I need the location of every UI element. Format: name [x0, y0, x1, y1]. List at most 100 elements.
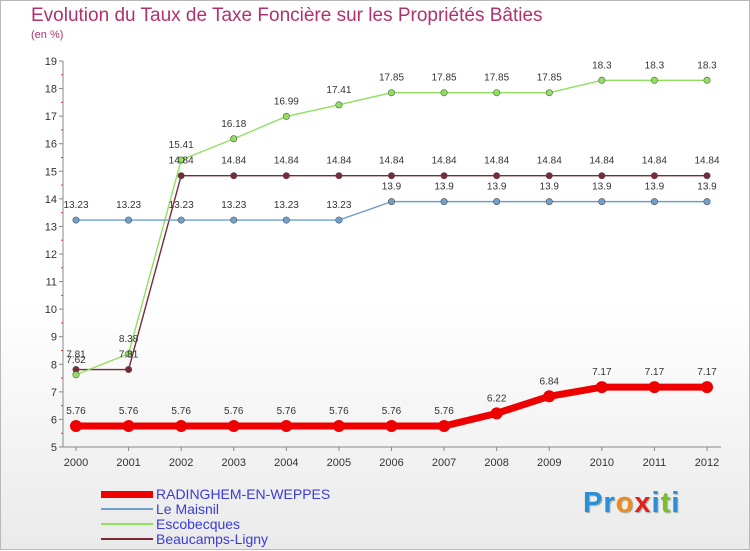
- data-label: 5.76: [382, 406, 402, 417]
- series-layer: [70, 76, 713, 433]
- data-point: [175, 420, 188, 433]
- data-label: 14.84: [221, 156, 246, 167]
- legend-swatch: [101, 490, 153, 498]
- data-point: [230, 172, 238, 180]
- y-tick-label: 16: [45, 139, 57, 151]
- data-point: [387, 198, 395, 206]
- y-tick-label: 7: [51, 387, 57, 399]
- data-point: [125, 350, 133, 358]
- data-point: [438, 420, 451, 433]
- data-label: 16.18: [221, 119, 246, 130]
- data-label: 5.76: [119, 406, 139, 417]
- data-label: 6.84: [540, 376, 560, 387]
- data-point: [125, 366, 133, 374]
- chart-unit-label: (en %): [31, 29, 64, 41]
- data-label: 8.38: [119, 334, 139, 345]
- data-point: [703, 172, 711, 180]
- data-label: 17.85: [432, 73, 457, 84]
- data-point: [177, 172, 185, 180]
- data-label: 13.9: [592, 182, 612, 193]
- x-tick-label: 2003: [222, 457, 246, 469]
- legend-label: Beaucamps-Ligny: [156, 531, 269, 547]
- data-point: [595, 381, 608, 394]
- data-point: [598, 172, 606, 180]
- data-label: 13.9: [487, 182, 507, 193]
- data-label: 13.9: [645, 182, 665, 193]
- data-point: [335, 216, 343, 224]
- data-point: [493, 89, 501, 97]
- y-tick-label: 9: [51, 332, 57, 344]
- data-point: [493, 172, 501, 180]
- data-point: [703, 76, 711, 84]
- data-label: 14.84: [326, 156, 351, 167]
- data-label: 14.84: [537, 156, 562, 167]
- data-point: [440, 172, 448, 180]
- data-point: [650, 198, 658, 206]
- x-tick-label: 2012: [695, 457, 719, 469]
- x-tick-label: 2009: [537, 457, 561, 469]
- data-label: 13.9: [697, 182, 717, 193]
- legend-swatch: [101, 538, 153, 540]
- x-tick-label: 2006: [379, 457, 403, 469]
- y-tick-label: 10: [45, 304, 57, 316]
- y-tick-label: 8: [51, 359, 57, 371]
- data-point: [385, 420, 398, 433]
- data-point: [387, 172, 395, 180]
- data-label: 13.9: [434, 182, 454, 193]
- data-label: 5.76: [277, 406, 297, 417]
- x-tick-label: 2000: [64, 457, 88, 469]
- data-point: [387, 89, 395, 97]
- data-point: [70, 420, 82, 433]
- data-label: 13.23: [63, 200, 88, 211]
- data-label: 7.17: [645, 367, 665, 378]
- data-label: 14.84: [379, 156, 404, 167]
- y-tick-label: 13: [45, 221, 57, 233]
- data-label: 13.23: [326, 200, 351, 211]
- data-label: 17.41: [326, 85, 351, 96]
- data-point: [282, 112, 290, 120]
- data-label: 18.3: [697, 60, 717, 71]
- data-label: 7.81: [66, 350, 86, 361]
- data-label: 14.84: [169, 156, 194, 167]
- x-tick-label: 2001: [116, 457, 140, 469]
- data-label: 5.76: [171, 406, 191, 417]
- data-label: 13.9: [540, 182, 560, 193]
- data-point: [230, 216, 238, 224]
- data-point: [648, 381, 661, 394]
- data-point: [598, 198, 606, 206]
- data-point: [282, 216, 290, 224]
- legend-label: Escobecques: [156, 516, 241, 532]
- data-label: 7.17: [592, 367, 612, 378]
- data-label: 7.62: [66, 355, 86, 366]
- data-point: [72, 216, 80, 224]
- x-tick-label: 2008: [484, 457, 508, 469]
- data-label: 13.23: [169, 200, 194, 211]
- data-label: 16.99: [274, 96, 299, 107]
- data-label: 14.84: [589, 156, 614, 167]
- data-label: 13.9: [382, 182, 402, 193]
- y-tick-label: 18: [45, 84, 57, 96]
- x-tick-label: 2007: [432, 457, 456, 469]
- data-label: 7.17: [697, 367, 717, 378]
- legend-label: RADINGHEM-EN-WEPPES: [156, 486, 331, 502]
- data-label: 17.85: [537, 73, 562, 84]
- data-label: 15.41: [169, 140, 194, 151]
- data-point: [335, 172, 343, 180]
- axes: 5 6 7 8 9 10 11 12 13 14 15 16 17 18 19 2000 2001 2002 200…: [45, 56, 721, 469]
- data-labels: 5.76 5.76 5.76 5.76 5.76 5.76 5.76 5.76 6.22 6.84…: [63, 60, 719, 417]
- y-tick-label: 19: [45, 56, 57, 68]
- data-point: [493, 198, 501, 206]
- data-point: [650, 172, 658, 180]
- data-label: 13.23: [221, 200, 246, 211]
- data-label: 18.3: [592, 60, 612, 71]
- legend-swatch: [101, 523, 153, 525]
- data-label: 14.84: [694, 156, 719, 167]
- data-point: [72, 371, 80, 379]
- data-point: [701, 381, 713, 394]
- y-tick-label: 12: [45, 249, 57, 261]
- data-point: [177, 216, 185, 224]
- x-tick-label: 2004: [274, 457, 298, 469]
- data-label: 5.76: [434, 406, 454, 417]
